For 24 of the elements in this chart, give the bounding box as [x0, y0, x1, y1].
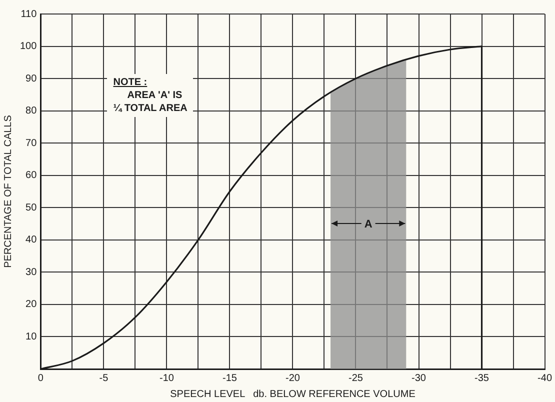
x-tick-label: -25	[348, 372, 364, 384]
x-tick-label: -5	[99, 372, 109, 384]
y-tick-label: 20	[26, 299, 38, 310]
y-tick-label: 30	[26, 266, 38, 278]
annotation: NOTE : AREA 'A' IS ¼ TOTAL AREA	[113, 76, 188, 115]
band-label: A	[364, 218, 372, 230]
y-tick-label: 50	[26, 202, 38, 214]
y-tick-label: 80	[26, 106, 38, 117]
x-tick-label: 0	[38, 372, 44, 384]
x-tick-label: -15	[222, 372, 238, 384]
y-tick-label: 10	[26, 331, 38, 342]
y-tick-label: 110	[20, 8, 38, 20]
y-tick-label: 90	[26, 73, 38, 84]
y-tick-label: 100	[20, 41, 38, 52]
y-tick-label: 60	[26, 170, 38, 182]
x-tick-label: -30	[412, 372, 426, 384]
x-axis-title: SPEECH LEVEL db. BELOW REFERENCE VOLUME	[170, 388, 416, 400]
x-tick-label: -10	[159, 372, 174, 384]
y-tick-label: 40	[26, 234, 38, 246]
x-tick-label: -40	[538, 372, 552, 384]
y-tick-label: 70	[26, 138, 38, 149]
x-tick-label: -20	[286, 372, 300, 384]
x-tick-label: -35	[474, 372, 490, 384]
y-axis-title: PERCENTAGE OF TOTAL CALLS	[2, 114, 14, 268]
